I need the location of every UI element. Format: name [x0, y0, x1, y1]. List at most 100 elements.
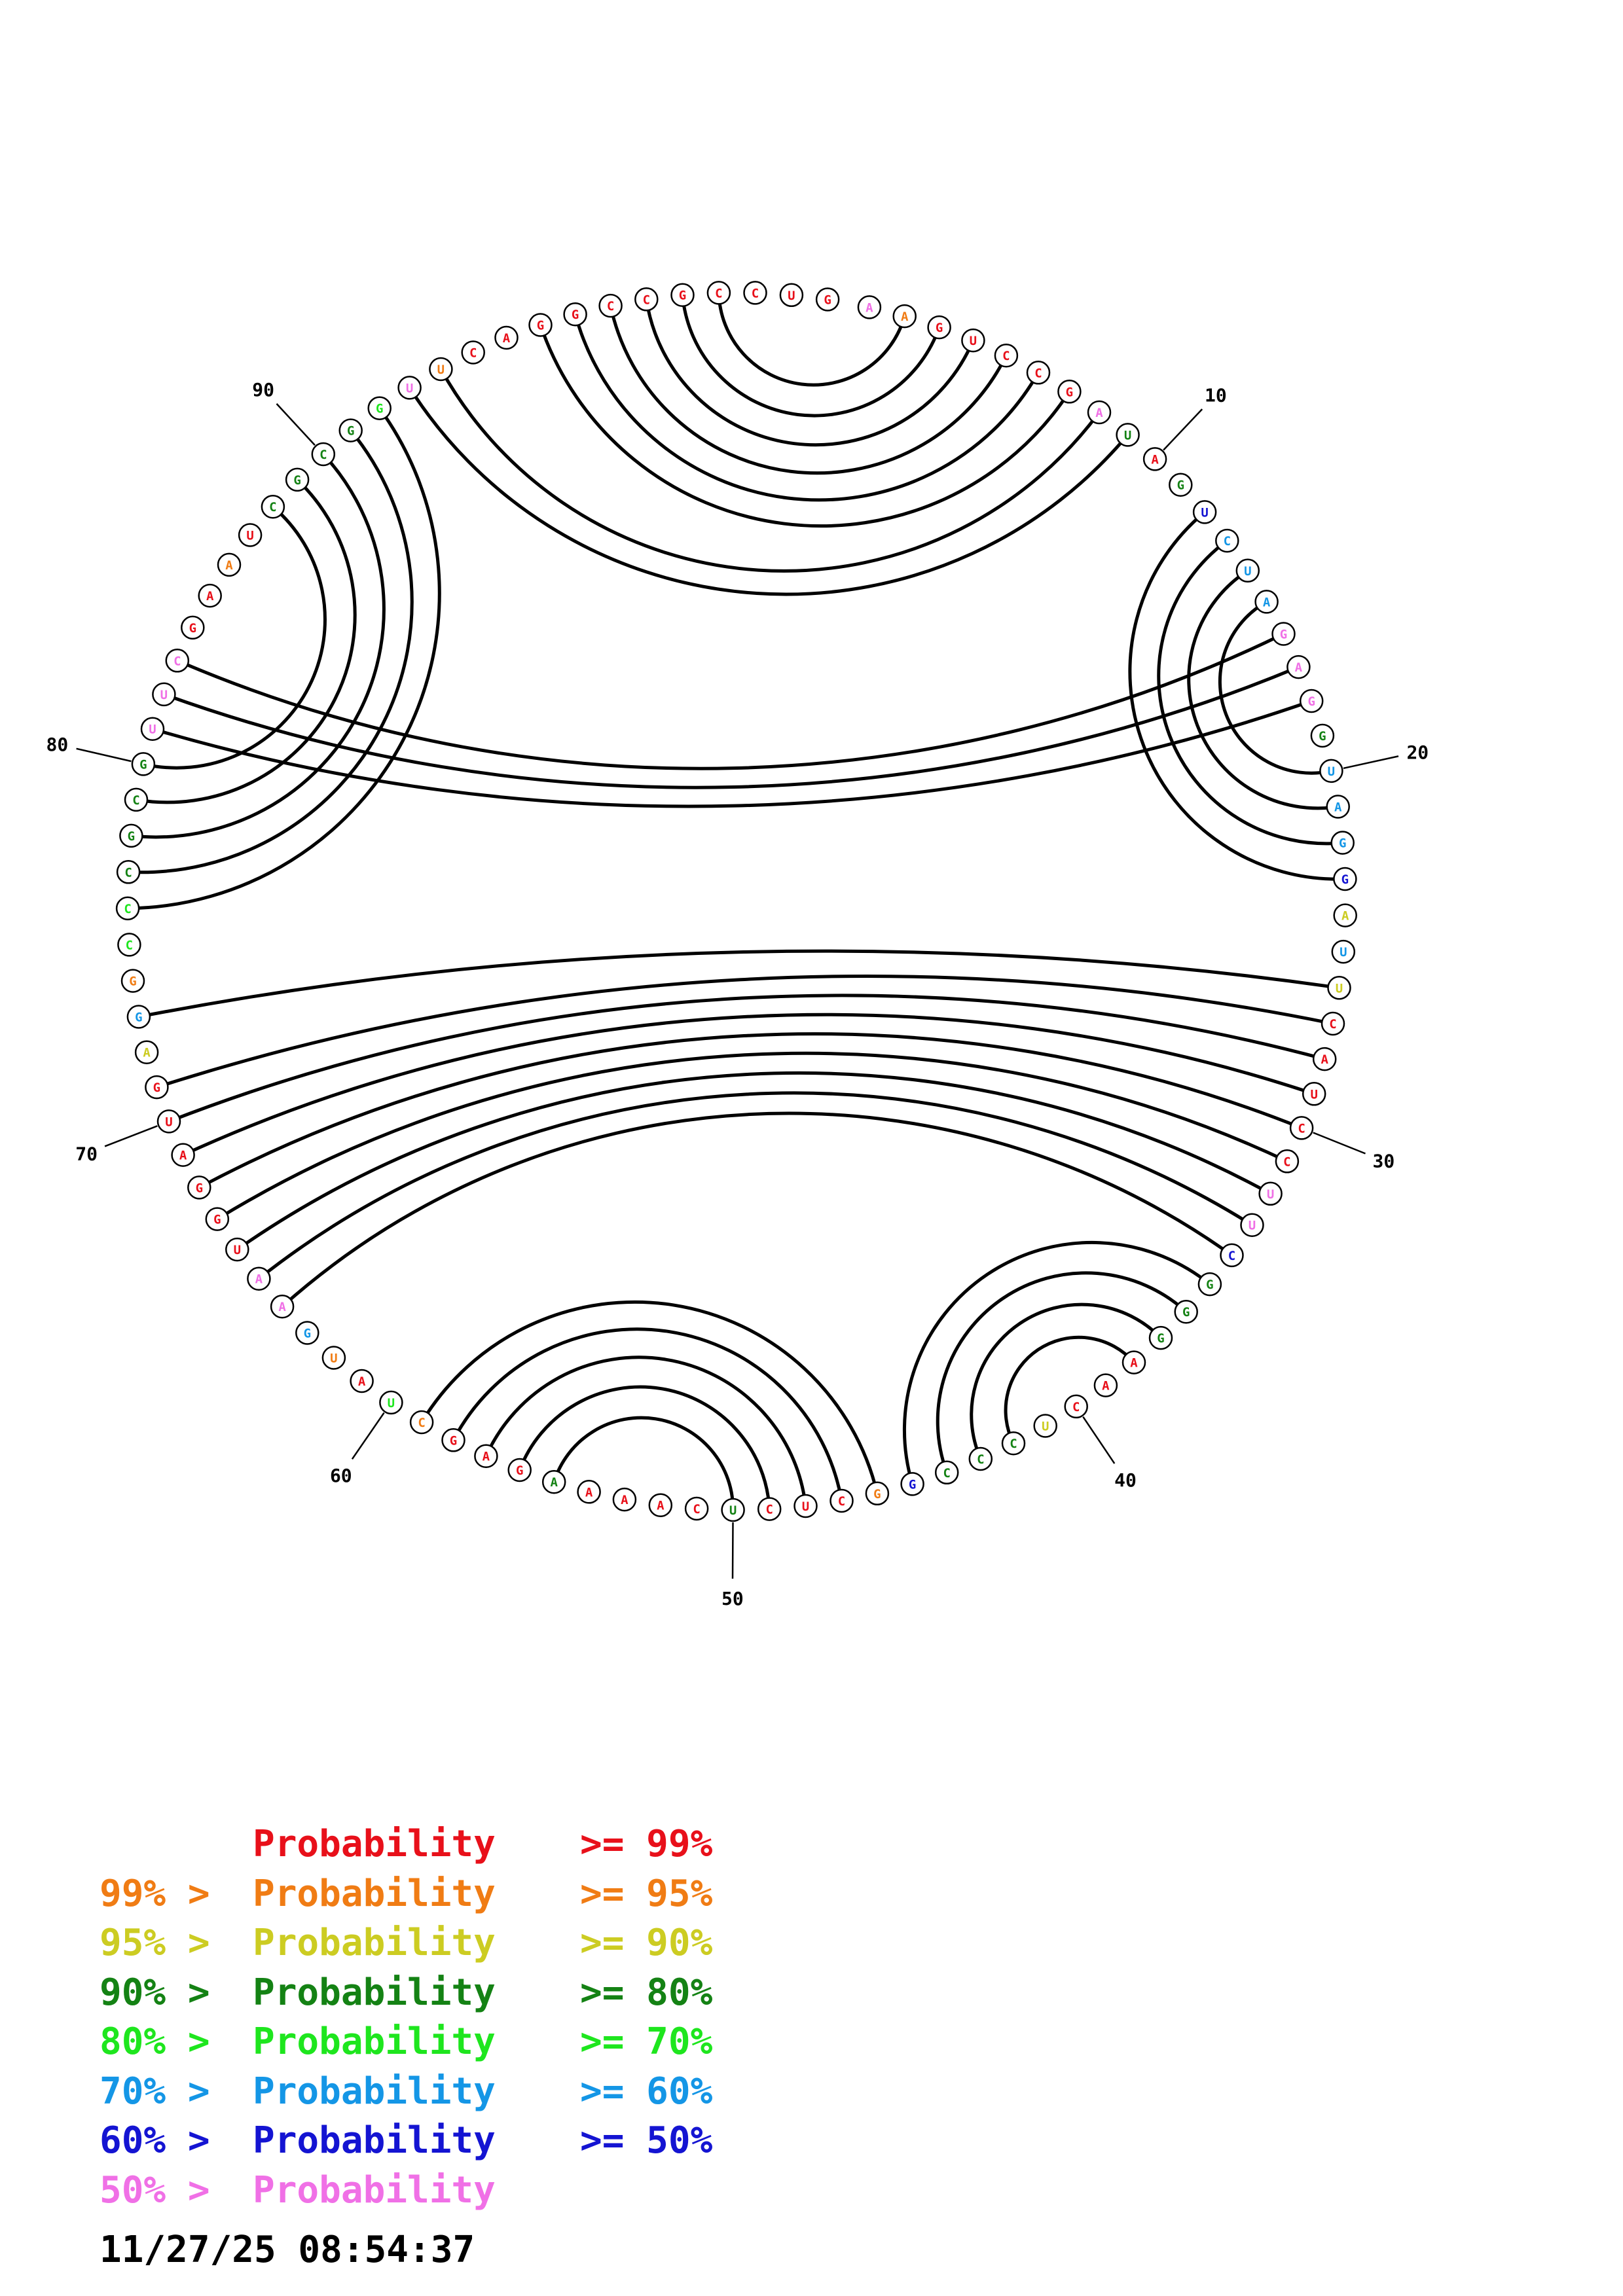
nucleotide-circle — [295, 1321, 319, 1345]
nucleotide-circle — [140, 717, 165, 741]
nucleotide: U — [1116, 423, 1140, 447]
base-pair-arc — [143, 505, 327, 770]
base-pair-arc — [1004, 1335, 1135, 1444]
base-pair-arc — [168, 994, 1325, 1123]
nucleotide-letter: U — [788, 289, 795, 303]
nucleotide-circle — [961, 328, 985, 353]
nucleotide-letter: U — [1249, 1219, 1256, 1233]
nucleotide: G — [670, 283, 695, 307]
nucleotide-letter: G — [304, 1327, 311, 1341]
nucleotide: A — [892, 304, 917, 329]
base-pair-arc — [236, 1071, 1271, 1251]
nucleotide-circle — [743, 281, 767, 305]
nucleotide-letter: G — [128, 829, 135, 844]
nucleotide-circle — [338, 418, 363, 442]
nucleotide-circle — [350, 1369, 374, 1393]
nucleotide-letter: C — [132, 793, 139, 808]
nucleotide: G — [927, 315, 951, 340]
legend-row: 95% > Probability >= 90% — [100, 1918, 712, 1968]
nucleotide: G — [181, 615, 205, 640]
nucleotide-circle — [441, 1428, 465, 1452]
nucleotide-letter: A — [550, 1475, 558, 1490]
nucleotide-letter: G — [1280, 628, 1287, 642]
nucleotide-letter: U — [160, 688, 168, 702]
nucleotide-letter: C — [1034, 366, 1042, 380]
nucleotide-circle — [1220, 1243, 1244, 1268]
legend-mid: Probability — [253, 2168, 496, 2212]
base-pair-arc — [1128, 511, 1345, 881]
index-tick — [104, 1125, 158, 1147]
nucleotide: C — [743, 281, 767, 305]
nucleotide: C — [706, 281, 731, 305]
base-pair-arc — [539, 324, 1071, 528]
nucleotide-circle — [1319, 759, 1343, 783]
nucleotide: A — [1312, 1047, 1337, 1071]
base-pair-arc — [216, 1051, 1288, 1221]
nucleotide-letter: C — [1072, 1400, 1080, 1414]
nucleotides: A A G U C C G A U A G U C U A G A G G U A G G A U U C A U C C U U C G G G A A C… — [115, 281, 1357, 1522]
nucleotide: U — [961, 328, 985, 353]
nucleotide: G — [1333, 867, 1357, 891]
nucleotide-circle — [321, 1346, 346, 1370]
nucleotide-circle — [1258, 1181, 1283, 1206]
nucleotide-letter: C — [469, 346, 477, 361]
nucleotide-circle — [1197, 1272, 1222, 1297]
nucleotide-letter: A — [1334, 800, 1342, 815]
index-ticks: 10 20 30 40 50 60 70 80 90 — [46, 379, 1429, 1609]
legend-pre: 60% > — [100, 2119, 210, 2162]
nucleotide-letter: C — [173, 654, 181, 668]
nucleotide: G — [1310, 723, 1335, 748]
nucleotide-circle — [474, 1444, 498, 1468]
nucleotide-letter: G — [873, 1487, 881, 1501]
nucleotide-circle — [126, 1005, 151, 1029]
nucleotide: A — [134, 1040, 159, 1064]
nucleotide-circle — [1330, 831, 1355, 855]
nucleotide-letter: A — [358, 1374, 366, 1389]
nucleotide: U — [397, 376, 422, 400]
nucleotide-letter: U — [1328, 764, 1335, 779]
legend-mid: Probability — [253, 2020, 496, 2063]
legend-row: 80% > Probability >= 70% — [100, 2017, 712, 2067]
nucleotide: A — [1093, 1373, 1118, 1397]
nucleotide-letter: C — [124, 902, 131, 916]
base-pair-arc — [136, 478, 357, 804]
index-label: 20 — [1406, 742, 1429, 763]
legend-post: >= 99% — [580, 1823, 713, 1865]
nucleotide: U — [321, 1346, 346, 1370]
nucleotide: G — [295, 1321, 319, 1345]
nucleotide-letter: A — [866, 300, 873, 315]
nucleotide: U — [140, 717, 165, 741]
legend-post: >= 60% — [580, 2070, 713, 2113]
nucleotide: C — [115, 896, 140, 921]
base-pair-arc — [518, 1385, 771, 1509]
nucleotide: C — [311, 442, 336, 467]
nucleotide-circle — [1192, 500, 1217, 524]
nucleotide-circle — [1215, 528, 1239, 553]
base-pair-arc — [163, 665, 1300, 789]
nucleotide-letter: C — [838, 1494, 845, 1509]
base-pair-arc — [681, 295, 941, 418]
nucleotide: U — [156, 1109, 181, 1134]
base-pair-arc — [408, 387, 1129, 596]
nucleotide-letter: C — [319, 448, 327, 462]
nucleotide-letter: C — [693, 1502, 700, 1516]
nucleotide-letter: A — [179, 1149, 187, 1163]
nucleotide-circle — [1299, 689, 1324, 713]
index-tick — [76, 747, 132, 762]
index-label: 60 — [330, 1465, 352, 1486]
nucleotide: G — [1169, 473, 1193, 497]
legend-pre: 90% > — [100, 1971, 210, 2014]
nucleotide: C — [830, 1488, 854, 1513]
base-pair-arc — [156, 975, 1334, 1089]
nucleotide-circle — [181, 615, 205, 640]
nucleotide-circle — [1271, 622, 1296, 646]
nucleotide: U — [1235, 558, 1260, 583]
nucleotide-letter: U — [1124, 428, 1131, 442]
nucleotide-circle — [145, 1075, 169, 1100]
base-pair-arc — [574, 314, 1040, 502]
nucleotide-circle — [1169, 473, 1193, 497]
nucleotide-circle — [116, 860, 141, 884]
nucleotide-circle — [1057, 380, 1082, 404]
nucleotide: C — [1321, 1011, 1345, 1036]
nucleotide-letter: U — [1336, 981, 1343, 996]
